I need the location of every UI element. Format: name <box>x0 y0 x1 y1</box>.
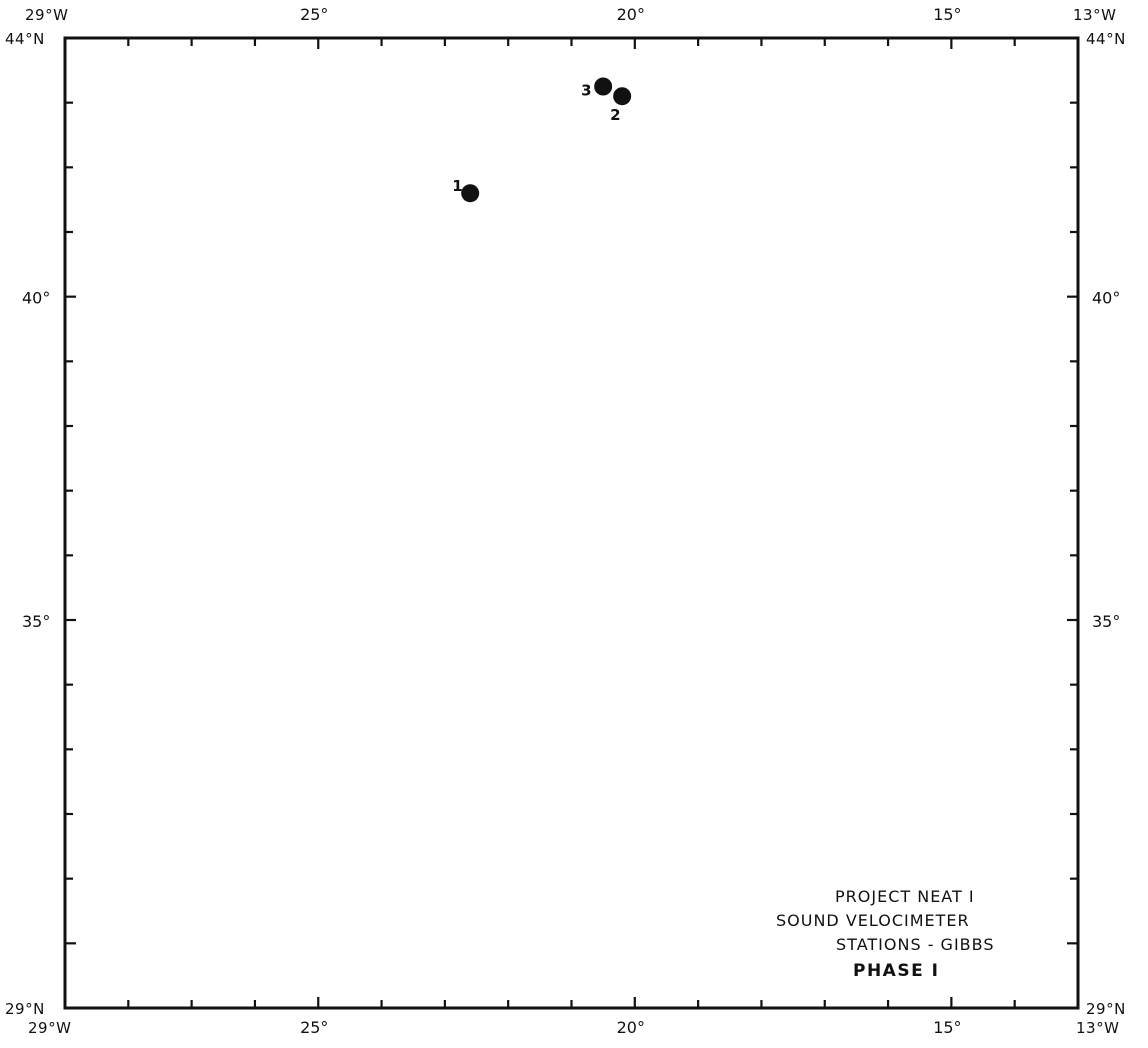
lon-label-bottom: 15° <box>933 1018 961 1037</box>
map-border <box>63 36 1080 1010</box>
lat-label-left: 40° <box>22 289 50 308</box>
legend-phase: PHASE I <box>853 961 939 981</box>
lat-label-right: 35° <box>1092 612 1120 631</box>
top-right-lat-label: 44°N <box>1086 30 1126 48</box>
legend-stations: STATIONS - GIBBS <box>836 935 995 954</box>
station-label-3: 3 <box>581 82 591 100</box>
top-right-lon-label: 13°W <box>1073 6 1116 24</box>
lat-label-left: 35° <box>22 612 50 631</box>
lon-label-bottom: 20° <box>617 1018 645 1037</box>
station-label-1: 1 <box>452 177 462 195</box>
stations-layer: 1 2 3 <box>452 77 632 203</box>
legend-instrument: SOUND VELOCIMETER <box>776 911 970 930</box>
legend-block: PROJECT NEAT I SOUND VELOCIMETER STATION… <box>776 887 995 981</box>
station-marker-2 <box>613 87 632 106</box>
lon-label-top: 20° <box>617 5 645 24</box>
lon-label-bottom: 25° <box>300 1018 328 1037</box>
station-label-2: 2 <box>610 106 620 124</box>
station-marker-1 <box>461 184 480 203</box>
longitude-labels: 25° 25° 20° 20° 15° 15° <box>300 5 961 1037</box>
lon-label-top: 15° <box>933 5 961 24</box>
bottom-right-lat-label: 29°N <box>1086 1000 1126 1018</box>
graticule-ticks <box>65 38 1078 1008</box>
top-left-lon-label: 29°W <box>25 6 68 24</box>
latitude-labels: 40° 40° 35° 35° <box>22 289 1120 631</box>
station-marker-3 <box>594 77 613 96</box>
top-left-lat-label: 44°N <box>5 30 45 48</box>
legend-project: PROJECT NEAT I <box>835 887 975 906</box>
bottom-right-lon-label: 13°W <box>1076 1019 1119 1037</box>
lat-label-right: 40° <box>1092 289 1120 308</box>
bottom-left-lon-label: 29°W <box>28 1019 71 1037</box>
lon-label-top: 25° <box>300 5 328 24</box>
bottom-left-lat-label: 29°N <box>5 1000 45 1018</box>
